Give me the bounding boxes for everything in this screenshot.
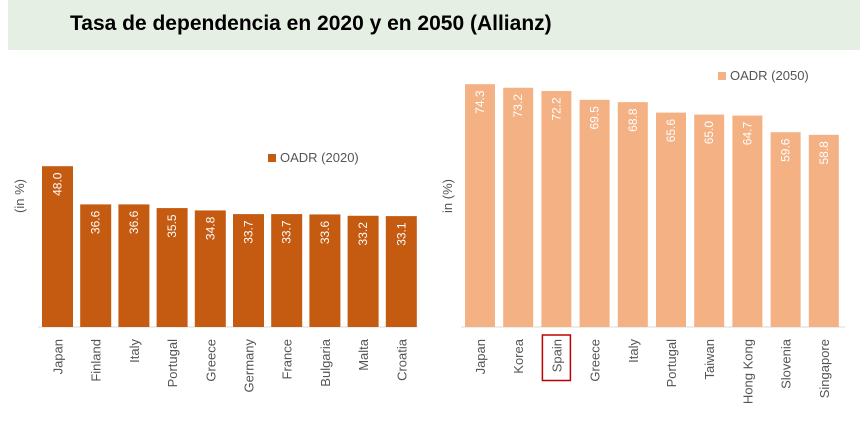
category-label: Greece xyxy=(588,339,603,382)
bar-bulgaria xyxy=(309,214,341,327)
category-label: Singapore xyxy=(817,339,832,398)
category-label: Italy xyxy=(626,339,641,363)
bar-greece xyxy=(194,210,226,327)
category-label: Taiwan xyxy=(702,339,717,379)
bar-hong-kong xyxy=(732,115,763,327)
legend-label: OADR (2050) xyxy=(730,68,809,83)
data-label: 64.7 xyxy=(740,122,754,146)
data-label: 65.6 xyxy=(664,119,678,143)
bar-portugal xyxy=(156,208,188,327)
bar-greece xyxy=(579,99,610,327)
legend-label: OADR (2020) xyxy=(280,150,359,165)
data-label: 33.6 xyxy=(318,220,332,244)
category-label: Italy xyxy=(127,339,142,363)
data-label: 68.8 xyxy=(626,108,640,132)
y-axis-label: in (%) xyxy=(440,179,455,213)
bar-japan xyxy=(465,84,495,327)
legend-swatch xyxy=(268,154,276,162)
data-label: 33.7 xyxy=(242,220,256,244)
data-label: 58.8 xyxy=(817,141,831,165)
data-label: 69.5 xyxy=(588,106,602,130)
data-label: 73.2 xyxy=(511,94,525,118)
data-label: 48.0 xyxy=(51,172,65,196)
highlight-box xyxy=(541,334,572,382)
bar-germany xyxy=(233,214,264,327)
category-label: Hong Kong xyxy=(740,339,755,404)
title-banner: Tasa de dependencia en 2020 y en 2050 (A… xyxy=(8,0,860,50)
data-label: 33.1 xyxy=(394,222,408,246)
bar-portugal xyxy=(656,112,686,327)
bar-italy xyxy=(617,102,648,327)
legend-swatch xyxy=(718,72,726,80)
data-label: 36.6 xyxy=(127,210,141,234)
category-label: Japan xyxy=(51,339,66,374)
y-axis-label: (in %) xyxy=(12,179,27,213)
bar-finland xyxy=(80,204,112,327)
bar-malta xyxy=(347,215,379,327)
data-label: 33.7 xyxy=(280,220,294,244)
category-label: Germany xyxy=(242,339,257,393)
bar-korea xyxy=(503,87,534,327)
bar-japan xyxy=(42,166,73,327)
data-label: 34.8 xyxy=(203,216,217,240)
category-label: Korea xyxy=(511,338,526,373)
category-label: Malta xyxy=(356,338,371,371)
category-label: Slovenia xyxy=(779,338,794,389)
category-label: Croatia xyxy=(394,338,409,381)
bar-taiwan xyxy=(694,114,725,327)
bar-france xyxy=(271,214,303,327)
data-label: 33.2 xyxy=(356,222,370,246)
page-title: Tasa de dependencia en 2020 y en 2050 (A… xyxy=(70,12,552,35)
chart-oadr-2020: (in %) 48.0 Japan 36.6 Finland 36.6 Italy 35.5 P… xyxy=(12,150,418,392)
data-label: 65.0 xyxy=(702,121,716,145)
data-label: 72.2 xyxy=(549,97,563,121)
bar-singapore xyxy=(808,134,839,327)
category-label: Japan xyxy=(473,339,488,374)
bar-spain xyxy=(541,91,572,327)
data-label: 59.6 xyxy=(779,138,793,162)
data-label: 36.6 xyxy=(89,210,103,234)
chart-oadr-2050: in (%) 74.3 Japan 73.2 Korea 72.2 Spain 69.5 Gre… xyxy=(440,68,845,404)
category-label: Portugal xyxy=(664,339,679,388)
bar-croatia xyxy=(385,216,417,327)
bar-slovenia xyxy=(770,132,801,327)
data-label: 35.5 xyxy=(165,214,179,238)
category-label: Bulgaria xyxy=(318,338,333,386)
category-label: Greece xyxy=(203,339,218,382)
category-label: Finland xyxy=(89,339,104,382)
category-label: France xyxy=(280,339,295,379)
data-label: 74.3 xyxy=(473,90,487,114)
bar-italy xyxy=(118,204,150,327)
category-label: Spain xyxy=(549,339,564,372)
category-label: Portugal xyxy=(165,339,180,388)
